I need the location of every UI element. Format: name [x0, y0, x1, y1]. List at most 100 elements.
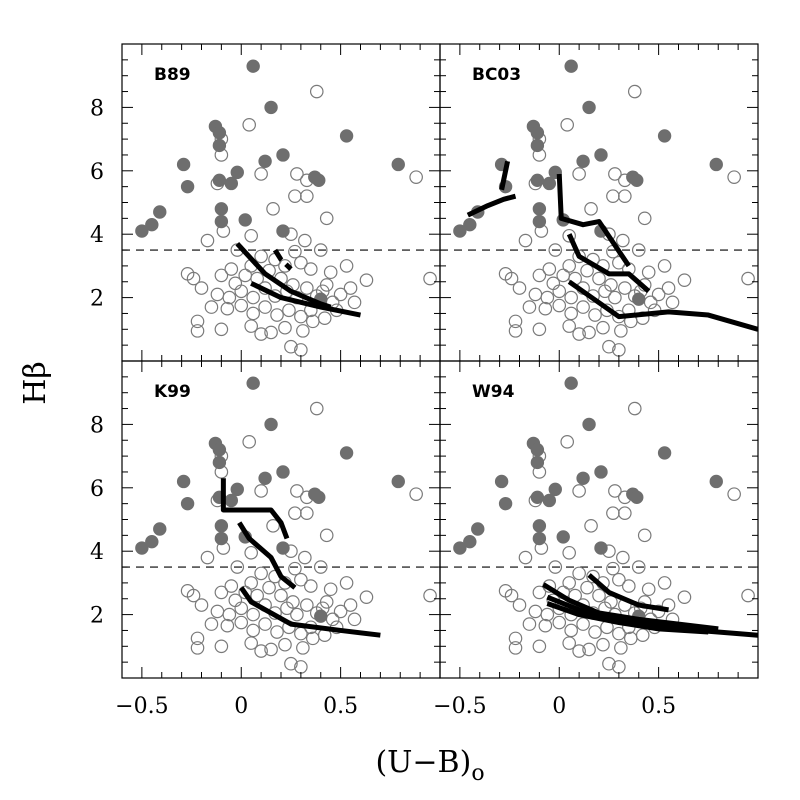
open-point — [294, 572, 308, 587]
open-point — [242, 435, 256, 449]
open-point — [584, 202, 598, 216]
open-point — [512, 598, 527, 612]
open-point — [576, 617, 590, 631]
filled-point — [312, 173, 326, 188]
filled-point — [582, 417, 596, 432]
open-point — [246, 290, 260, 305]
model-track — [499, 160, 511, 191]
open-point — [333, 287, 348, 302]
open-point — [582, 642, 596, 657]
open-point — [606, 189, 620, 203]
x-tick-label: −0.5 — [433, 694, 486, 719]
filled-point — [494, 474, 509, 489]
open-point — [635, 628, 650, 643]
open-point — [586, 569, 600, 584]
open-point — [204, 300, 219, 314]
panel-plot-area — [440, 376, 758, 674]
open-point — [234, 284, 249, 299]
open-point — [317, 311, 332, 326]
model-track — [542, 582, 719, 632]
x-tick-label: 0 — [234, 694, 248, 719]
filled-point — [212, 173, 227, 188]
open-point — [665, 295, 680, 310]
filled-point — [246, 376, 260, 390]
open-point — [518, 550, 533, 565]
model-track — [556, 173, 631, 268]
open-point — [220, 618, 235, 633]
open-point — [596, 320, 610, 335]
filled-point — [214, 202, 229, 216]
filled-point — [709, 474, 723, 489]
panel-ticks — [439, 43, 759, 362]
open-point — [222, 290, 237, 305]
open-point — [604, 278, 618, 292]
open-point — [542, 262, 557, 276]
y-tick-label: 4 — [90, 540, 104, 565]
open-point — [532, 268, 547, 283]
filled-point — [471, 522, 485, 536]
filled-point — [339, 129, 354, 143]
filled-point — [224, 493, 239, 508]
x-tick-label: 0.5 — [323, 694, 358, 719]
open-point — [546, 276, 561, 291]
open-point — [572, 167, 586, 181]
open-point — [518, 233, 533, 248]
open-point — [618, 506, 632, 520]
open-point — [612, 626, 626, 641]
open-point — [254, 644, 268, 658]
panel-label-w94: W94 — [472, 382, 515, 402]
open-point — [264, 325, 278, 340]
open-point — [262, 580, 276, 595]
open-point — [616, 233, 630, 248]
filled-point — [180, 496, 195, 511]
y-tick-label: 8 — [90, 413, 104, 438]
open-point — [522, 300, 537, 314]
filled-point — [224, 176, 239, 191]
open-point — [309, 84, 324, 99]
open-point — [528, 604, 543, 619]
y-tick-label: 6 — [90, 160, 104, 185]
open-point — [540, 607, 555, 622]
filled-point — [530, 443, 545, 457]
open-point — [606, 506, 620, 520]
y-tick-label: 4 — [90, 223, 104, 248]
open-point — [190, 314, 205, 329]
y-axis-label: Hβ — [18, 361, 53, 405]
open-point — [288, 506, 302, 520]
open-point — [290, 167, 304, 181]
open-point — [300, 506, 314, 520]
filled-point — [314, 609, 328, 623]
open-point — [641, 582, 656, 597]
open-point — [657, 259, 672, 273]
open-point — [298, 550, 312, 565]
panel-w94: W94 — [439, 360, 759, 679]
open-point — [562, 319, 576, 333]
open-point — [339, 259, 354, 273]
open-point — [641, 265, 656, 280]
open-point — [234, 601, 249, 616]
open-point — [266, 202, 280, 216]
open-point — [194, 281, 209, 295]
open-point — [572, 644, 586, 658]
open-point — [282, 303, 296, 318]
open-point — [564, 306, 578, 321]
open-point — [562, 228, 576, 243]
x-tick-label: 0.5 — [641, 694, 676, 719]
open-point — [244, 319, 258, 333]
open-point — [661, 598, 676, 612]
open-point — [300, 189, 314, 203]
open-point — [661, 281, 676, 295]
model-track — [239, 586, 381, 638]
open-point — [508, 641, 523, 655]
open-point — [560, 435, 574, 449]
open-point — [562, 576, 576, 590]
open-point — [508, 314, 523, 329]
open-point — [532, 639, 547, 654]
open-point — [657, 576, 672, 590]
filled-point — [709, 157, 723, 172]
open-point — [532, 585, 547, 600]
panel-bc03: BC03 — [439, 43, 759, 362]
open-point — [580, 263, 594, 278]
open-point — [246, 623, 260, 638]
open-point — [592, 588, 606, 603]
